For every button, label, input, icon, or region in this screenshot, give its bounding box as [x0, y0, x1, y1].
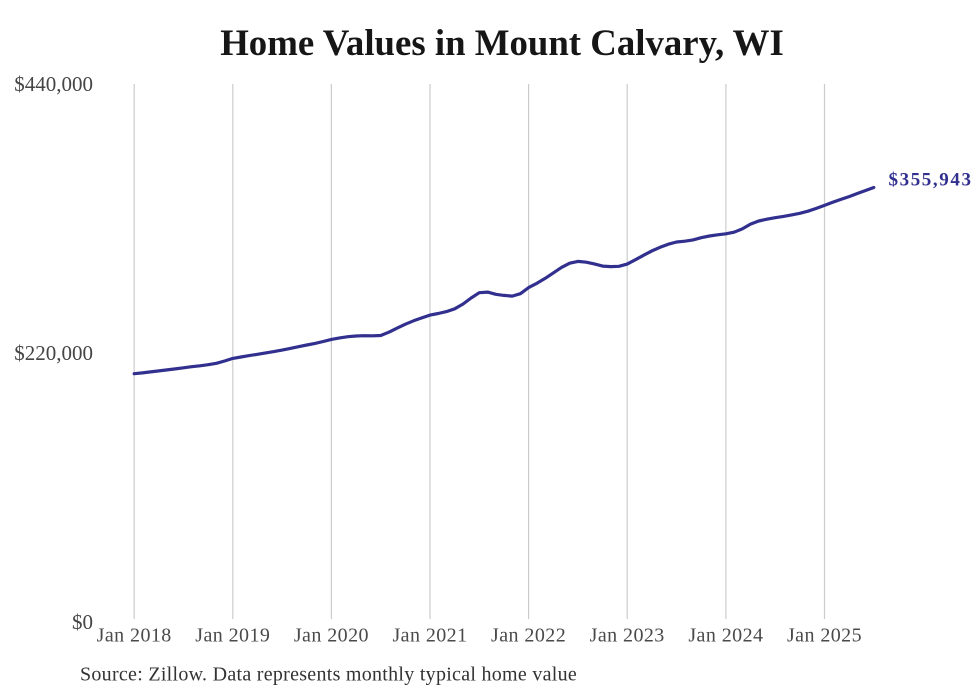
svg-text:Jan 2020: Jan 2020 [294, 625, 369, 647]
svg-text:Source: Zillow. Data represent: Source: Zillow. Data represents monthly … [80, 664, 577, 686]
svg-text:Jan 2024: Jan 2024 [688, 625, 763, 647]
svg-text:Jan 2025: Jan 2025 [787, 625, 862, 647]
svg-text:$355,943: $355,943 [889, 170, 973, 191]
svg-text:Jan 2023: Jan 2023 [590, 625, 665, 647]
svg-text:Jan 2018: Jan 2018 [97, 625, 172, 647]
svg-text:Jan 2019: Jan 2019 [195, 625, 270, 647]
svg-text:Home Values in Mount Calvary,: Home Values in Mount Calvary, WI [220, 22, 784, 63]
svg-text:$220,000: $220,000 [14, 341, 93, 365]
svg-text:Jan 2021: Jan 2021 [392, 625, 467, 647]
svg-text:$0: $0 [72, 610, 93, 634]
svg-text:Jan 2022: Jan 2022 [491, 625, 566, 647]
svg-text:$440,000: $440,000 [14, 72, 93, 96]
